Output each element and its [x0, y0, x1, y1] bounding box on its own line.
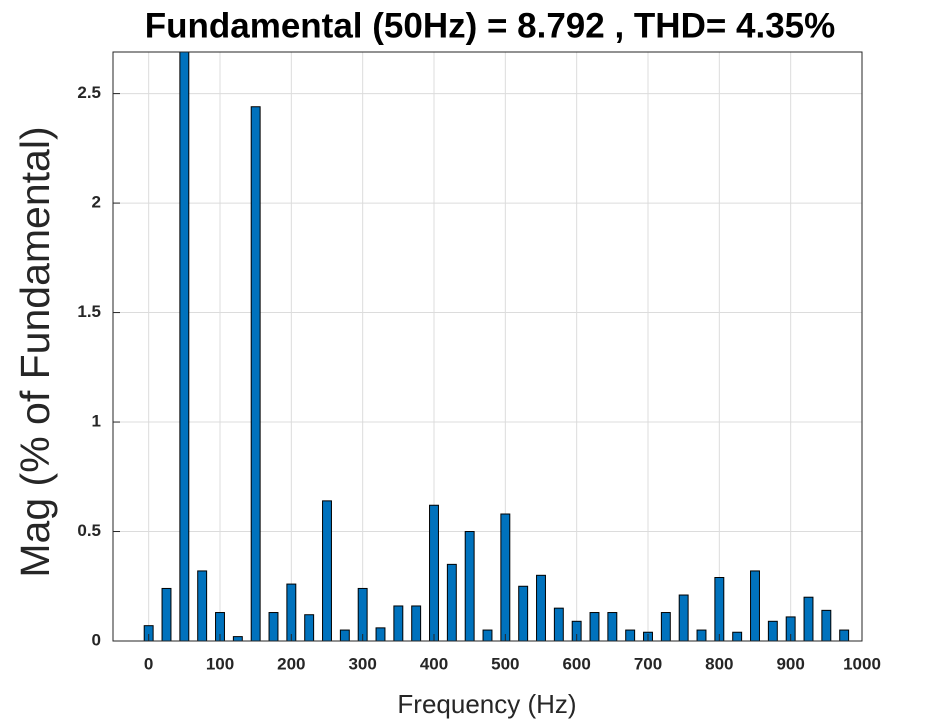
axes-box [112, 51, 863, 642]
bar [429, 504, 439, 641]
bar [393, 605, 404, 641]
x-tick-label: 700 [634, 654, 662, 673]
bar [339, 629, 350, 641]
bar [696, 629, 707, 641]
x-axis-label: Frequency (Hz) [397, 689, 576, 719]
bar [464, 531, 475, 641]
bar [446, 563, 457, 641]
y-axis-label: Mag (% of Fundamental) [12, 126, 58, 577]
bar [660, 612, 671, 641]
x-tick-label: 500 [491, 654, 519, 673]
x-tick-label: 400 [420, 654, 448, 673]
y-tick-label: 0.5 [77, 521, 101, 540]
bar [571, 620, 582, 641]
bar [482, 629, 493, 641]
bar [536, 574, 546, 641]
y-tick-label: 2.5 [77, 83, 101, 102]
bar [750, 570, 760, 641]
bar [607, 612, 618, 641]
x-tick-label: 1000 [843, 654, 881, 673]
bar [625, 629, 636, 641]
bar [197, 570, 208, 641]
bar [839, 629, 850, 641]
y-tick-label: 0 [92, 630, 101, 649]
plot-area [113, 52, 862, 641]
bar [250, 106, 261, 641]
x-tick-label: 0 [144, 654, 153, 673]
bar [500, 513, 511, 641]
bar [714, 577, 725, 641]
bar [232, 636, 243, 641]
chart-title: Fundamental (50Hz) = 8.792 , THD= 4.35% [145, 6, 836, 45]
bar [304, 614, 315, 641]
bar [161, 587, 172, 641]
x-tick-label: 600 [562, 654, 590, 673]
y-tick-label: 1.5 [77, 302, 101, 321]
bar [411, 605, 422, 641]
bar [215, 612, 225, 641]
y-tick-label: 1 [92, 412, 101, 431]
x-tick-label: 800 [705, 654, 733, 673]
bar [179, 52, 190, 641]
bar [767, 620, 778, 641]
bar [375, 627, 386, 641]
bar [732, 631, 743, 641]
bar [322, 500, 332, 641]
bar [678, 594, 689, 641]
bar [518, 585, 529, 641]
bar [803, 596, 814, 641]
bar [821, 609, 832, 641]
x-tick-label: 900 [776, 654, 804, 673]
bar [357, 587, 368, 641]
y-tick-label: 2 [92, 193, 101, 212]
bars [143, 52, 850, 641]
bar [286, 583, 297, 641]
bar [589, 612, 600, 641]
bar [268, 612, 279, 641]
x-tick-label: 300 [348, 654, 376, 673]
x-tick-label: 200 [277, 654, 305, 673]
bar [553, 607, 564, 641]
x-tick-label: 100 [206, 654, 234, 673]
